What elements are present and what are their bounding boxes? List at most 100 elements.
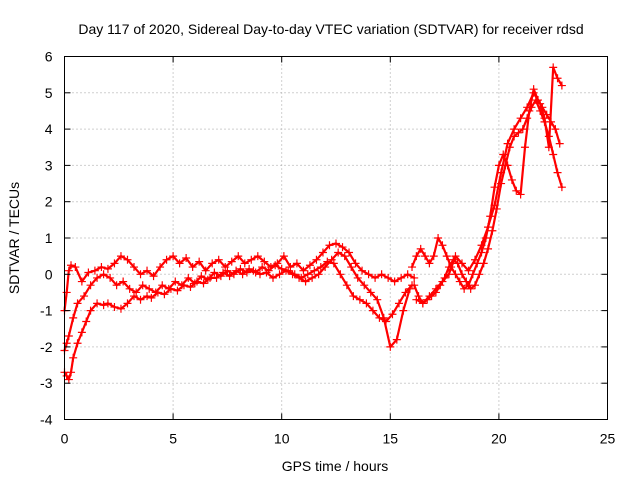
y-axis-label: SDTVAR / TECUs bbox=[6, 182, 22, 294]
data-point bbox=[490, 201, 499, 210]
data-point bbox=[434, 234, 443, 242]
data-point bbox=[151, 288, 160, 297]
data-point bbox=[197, 272, 206, 281]
data-point bbox=[471, 255, 480, 264]
data-point bbox=[143, 266, 152, 275]
data-point bbox=[347, 263, 356, 272]
data-point bbox=[310, 266, 319, 275]
data-point bbox=[301, 277, 310, 286]
data-point bbox=[366, 288, 375, 297]
data-point bbox=[438, 241, 447, 250]
data-point bbox=[73, 299, 82, 308]
y-tick-label: 3 bbox=[45, 157, 53, 173]
data-point bbox=[149, 272, 158, 281]
data-point bbox=[240, 259, 249, 268]
data-point bbox=[110, 259, 119, 268]
data-point bbox=[123, 299, 132, 308]
y-tick-label: 4 bbox=[45, 121, 53, 137]
data-point bbox=[195, 257, 204, 266]
data-point bbox=[199, 279, 208, 288]
data-point bbox=[392, 335, 401, 344]
data-point bbox=[112, 281, 121, 290]
data-point bbox=[553, 168, 562, 177]
data-point bbox=[145, 284, 154, 293]
data-point bbox=[516, 190, 525, 199]
data-point bbox=[84, 268, 93, 277]
data-point bbox=[255, 270, 264, 279]
data-point bbox=[69, 313, 78, 322]
data-point bbox=[468, 270, 477, 279]
data-point bbox=[116, 252, 125, 261]
data-point bbox=[549, 150, 558, 159]
data-point bbox=[77, 277, 86, 286]
data-point bbox=[86, 306, 95, 315]
x-tick-label: 10 bbox=[274, 431, 290, 447]
data-point bbox=[386, 342, 395, 351]
data-point bbox=[71, 263, 80, 272]
data-point bbox=[332, 239, 340, 248]
data-point bbox=[305, 261, 314, 270]
data-point bbox=[353, 273, 362, 282]
data-point bbox=[429, 252, 438, 261]
data-point bbox=[494, 161, 503, 170]
data-point bbox=[288, 270, 297, 279]
data-point bbox=[299, 266, 308, 275]
data-point bbox=[549, 63, 558, 72]
series-track-a bbox=[60, 257, 417, 384]
data-point bbox=[162, 255, 171, 264]
x-tick-label: 5 bbox=[169, 431, 177, 447]
data-point bbox=[158, 281, 167, 290]
data-point bbox=[173, 286, 182, 295]
data-point bbox=[405, 284, 414, 293]
data-point bbox=[412, 252, 421, 261]
data-point bbox=[164, 284, 173, 293]
data-point bbox=[544, 143, 553, 152]
data-point bbox=[273, 259, 282, 268]
data-point bbox=[130, 263, 139, 272]
data-point bbox=[551, 125, 560, 134]
data-point bbox=[362, 299, 371, 308]
data-point bbox=[460, 284, 469, 293]
data-point bbox=[360, 281, 369, 290]
data-point bbox=[93, 273, 102, 282]
data-point bbox=[258, 263, 267, 272]
data-point bbox=[201, 266, 210, 275]
y-tick-label: 6 bbox=[45, 49, 53, 65]
data-point bbox=[345, 248, 354, 257]
data-point bbox=[64, 332, 73, 341]
series-line bbox=[63, 251, 411, 352]
series-track-e bbox=[408, 85, 564, 293]
data-point bbox=[186, 283, 195, 292]
data-point bbox=[373, 295, 382, 304]
data-point bbox=[97, 263, 106, 272]
data-point bbox=[318, 248, 327, 257]
data-point bbox=[327, 255, 336, 264]
data-point bbox=[314, 270, 323, 279]
data-point bbox=[62, 288, 71, 297]
data-point bbox=[540, 114, 549, 123]
data-point bbox=[510, 125, 519, 134]
data-point bbox=[484, 244, 493, 253]
data-point bbox=[69, 353, 78, 362]
data-point bbox=[99, 270, 108, 279]
data-point bbox=[388, 310, 397, 319]
data-point bbox=[444, 270, 453, 279]
data-point bbox=[103, 299, 112, 308]
data-point bbox=[553, 74, 562, 83]
tick-layer: 0 5 10 15 20 25 -4 -3 -2 -1 0 1 2 3 4 5 6 bbox=[40, 49, 615, 447]
data-point bbox=[557, 183, 566, 192]
data-point bbox=[557, 81, 566, 90]
data-point bbox=[119, 277, 128, 286]
data-point bbox=[390, 277, 399, 286]
chart-title: Day 117 of 2020, Sidereal Day-to-day VTE… bbox=[78, 21, 583, 37]
data-point bbox=[442, 252, 451, 261]
data-point bbox=[358, 266, 367, 275]
data-point bbox=[416, 244, 425, 253]
data-point bbox=[451, 252, 460, 261]
data-point bbox=[457, 259, 466, 268]
data-point bbox=[368, 306, 377, 315]
data-point bbox=[503, 161, 512, 170]
y-tick-label: 5 bbox=[45, 85, 53, 101]
